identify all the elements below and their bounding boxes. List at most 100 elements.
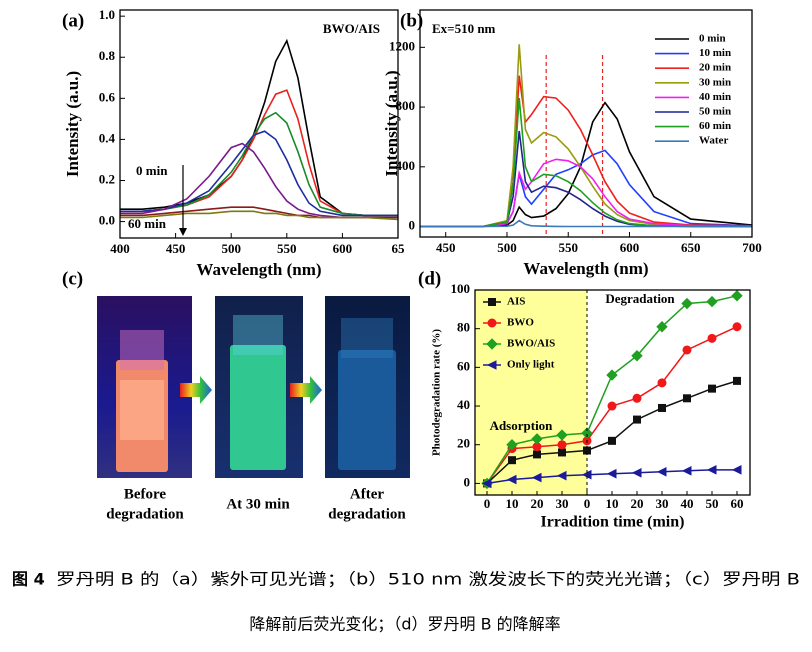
series-line (120, 89, 398, 217)
y-tick-label: 60 (457, 358, 470, 373)
marker (706, 295, 718, 308)
panel-label: (a) (62, 10, 84, 31)
series-line (120, 210, 398, 221)
chart: (d) Degradation Adsorption Irradition time … (418, 268, 751, 531)
x-tick-label: 20 (531, 496, 544, 511)
plot-frame (474, 289, 751, 496)
marker (531, 472, 542, 483)
chart: (a) BWO/AIS 0 min 60 min Wavelength (nm) Inte… (62, 7, 405, 279)
x-tick-label: 10 (506, 496, 519, 511)
plot-frame (119, 9, 399, 239)
chart: (b) Ex=510 nm Wavelength (nm) Intensity (a.… (382, 9, 762, 278)
marker (733, 376, 741, 385)
series-line (420, 98, 752, 228)
legend-label: 20 min (699, 62, 731, 74)
photo-caption: At 30 min (226, 496, 290, 512)
series-line (420, 44, 752, 228)
cuvette-top (120, 330, 164, 370)
annotation: Adsorption (490, 418, 554, 433)
caption-line: 罗丹明 B 的（a）紫外可见光谱；（b）510 nm 激发波长下的荧光光谱；（c… (56, 570, 800, 589)
marker (682, 345, 692, 355)
marker (632, 393, 642, 403)
legend-label: BWO (507, 317, 534, 329)
marker (607, 401, 617, 411)
series-line (120, 111, 398, 217)
y-tick-label: 80 (457, 320, 470, 335)
marker (683, 394, 691, 403)
y-tick-label: 40 (457, 397, 470, 412)
marker (681, 466, 692, 476)
legend-label: Water (699, 135, 728, 147)
x-tick-label: 30 (656, 496, 669, 511)
legend-label: 40 min (699, 91, 731, 103)
photo-caption: After (350, 486, 384, 502)
x-axis-title: Irradition time (min) (541, 514, 685, 531)
series-line (420, 219, 752, 228)
series-line (420, 101, 752, 228)
photo-caption: degradation (106, 506, 184, 522)
legend-label: 10 min (699, 47, 731, 59)
y-tick-label: 0.8 (99, 48, 116, 63)
x-tick-label: 450 (166, 241, 186, 256)
annotation: 60 min (128, 216, 167, 231)
annotation: Degradation (605, 291, 675, 306)
legend-label: 50 min (699, 106, 731, 118)
panel-label: (d) (418, 268, 441, 289)
y-axis-title: Intensity (a.u.) (382, 70, 401, 176)
marker (481, 478, 492, 489)
marker (708, 384, 716, 393)
y-tick-label: 0.0 (99, 213, 115, 228)
marker (533, 450, 541, 459)
arrow (290, 376, 322, 404)
marker (731, 465, 742, 475)
marker (656, 321, 668, 333)
x-tick-label: 500 (221, 241, 241, 256)
x-tick-label: 550 (558, 240, 578, 255)
panel-label: (c) (62, 268, 83, 289)
marker (732, 322, 742, 332)
y-tick-label: 1.0 (99, 7, 115, 22)
series-line (420, 158, 752, 228)
y-axis-title: Intensity (a.u.) (63, 71, 82, 177)
marker (731, 290, 743, 302)
marker (508, 456, 516, 465)
marker (556, 429, 568, 441)
marker (631, 350, 643, 362)
marker (506, 474, 517, 485)
series-line (420, 149, 752, 228)
legend-label: BWO/AIS (507, 338, 555, 350)
photo-caption: degradation (328, 506, 406, 522)
y-tick-label: 100 (451, 281, 471, 296)
y-axis-title: Photodegradation rate (%) (431, 329, 443, 456)
x-tick-label: 450 (436, 240, 456, 255)
y-tick-label: 0 (464, 474, 471, 489)
marker (707, 333, 717, 343)
marker (531, 433, 543, 445)
annotation: BWO/AIS (323, 21, 380, 36)
series-line (120, 130, 398, 217)
cuvette-top (233, 315, 283, 355)
marker (556, 470, 567, 481)
x-tick-label: 20 (631, 496, 644, 511)
x-tick-label: 600 (333, 241, 353, 256)
x-axis-title: Wavelength (nm) (523, 259, 648, 278)
marker (658, 403, 666, 412)
marker (486, 338, 498, 350)
legend-label: 30 min (699, 76, 731, 88)
y-tick-label: 800 (396, 98, 416, 113)
marker (558, 448, 566, 457)
figure-number: 图 4 (12, 570, 45, 589)
cuvette (230, 345, 286, 470)
y-tick-label: 0.4 (99, 130, 116, 145)
y-tick-label: 1200 (389, 38, 415, 53)
photo-caption: Before (124, 486, 167, 502)
series-line (120, 142, 398, 219)
annotation: 0 min (136, 163, 168, 178)
marker (656, 466, 667, 477)
marker (486, 360, 497, 370)
x-tick-label: 40 (681, 496, 694, 511)
x-tick-label: 700 (742, 240, 762, 255)
marker (608, 436, 616, 445)
marker (657, 378, 667, 388)
